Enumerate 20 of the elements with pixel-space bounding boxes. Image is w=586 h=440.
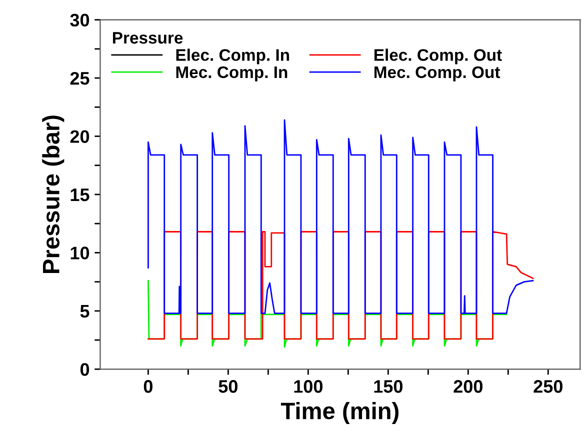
y-tick-label: 15: [70, 188, 90, 202]
y-tick-label: 10: [70, 246, 90, 260]
x-tick-label: 200: [454, 380, 482, 393]
x-tick-label: 100: [294, 380, 322, 393]
y-axis-title: Pressure (bar): [42, 116, 64, 273]
legend-label: Elec. Comp. Out: [374, 48, 502, 64]
y-tick-label: 5: [80, 305, 90, 318]
x-tick-label: 50: [218, 380, 238, 393]
x-tick-label: 0: [144, 380, 152, 393]
y-tick-label: 20: [70, 130, 90, 143]
x-tick-label: 150: [374, 380, 402, 393]
y-tick-label: 0: [80, 363, 90, 376]
y-tick-label: 30: [70, 14, 90, 27]
x-axis-title: Time (min): [280, 402, 398, 424]
legend-label: Elec. Comp. In: [176, 48, 290, 64]
legend-title: Pressure: [112, 32, 183, 44]
x-tick-label: 250: [534, 380, 562, 393]
y-tick-label: 25: [70, 72, 90, 85]
legend-label: Mec. Comp. In: [176, 66, 288, 82]
legend-label: Mec. Comp. Out: [374, 66, 500, 82]
